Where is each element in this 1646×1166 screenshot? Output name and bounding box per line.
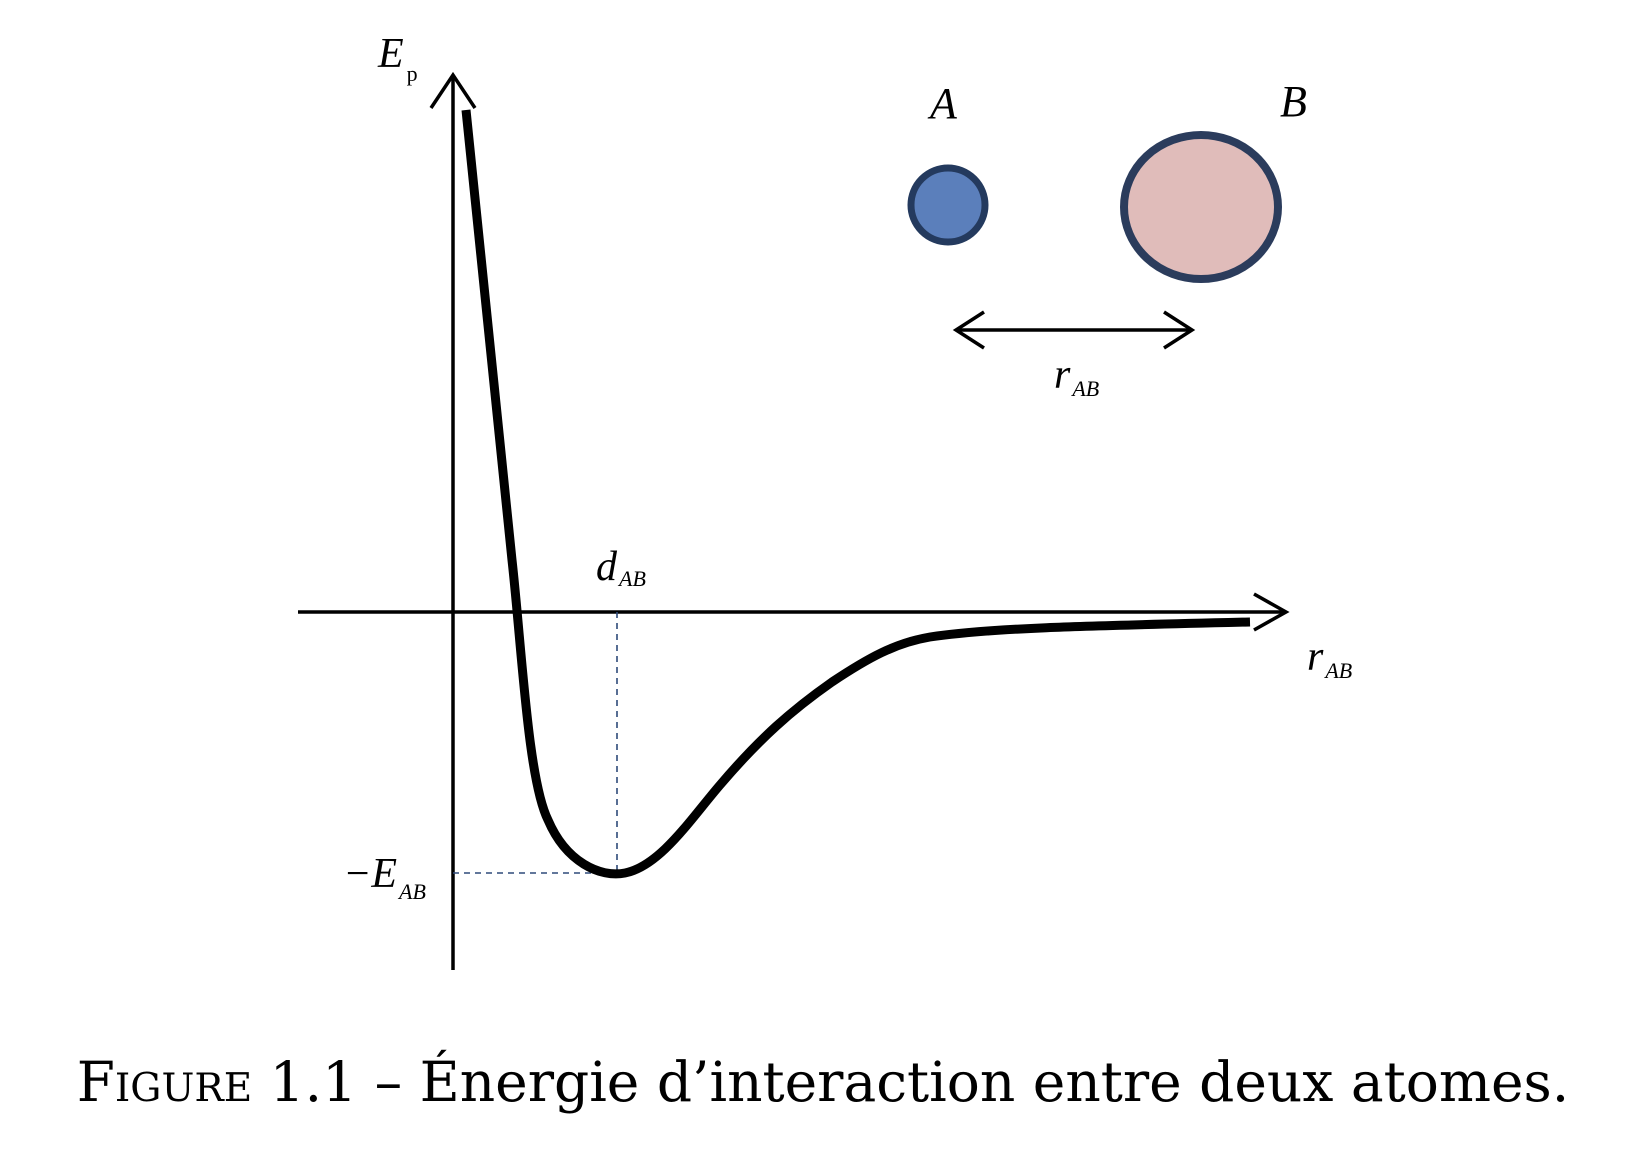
atom-b-label: B (1280, 77, 1307, 126)
distance-arrow-right-head (1163, 310, 1196, 350)
potential-curve (461, 109, 1251, 879)
atom-a-circle (907, 164, 989, 246)
caption-figure-number: Figure 1.1 (76, 1050, 358, 1114)
figure-caption: Figure 1.1 – Énergie d’interaction entre… (0, 1050, 1646, 1114)
x-axis-arrowhead (1253, 592, 1290, 632)
y-axis-arrowhead (429, 71, 477, 109)
distance-label: rAB (1054, 352, 1099, 401)
x-axis-label: rAB (1307, 634, 1352, 683)
d-ab-label: dAB (596, 544, 646, 591)
minus-e-ab-label: −EAB (343, 851, 426, 904)
atom-b-circle (1120, 131, 1282, 283)
caption-text: – Énergie d’interaction entre deux atome… (357, 1050, 1570, 1114)
atom-a-label: A (927, 79, 958, 128)
distance-arrow-left-head (952, 310, 985, 350)
